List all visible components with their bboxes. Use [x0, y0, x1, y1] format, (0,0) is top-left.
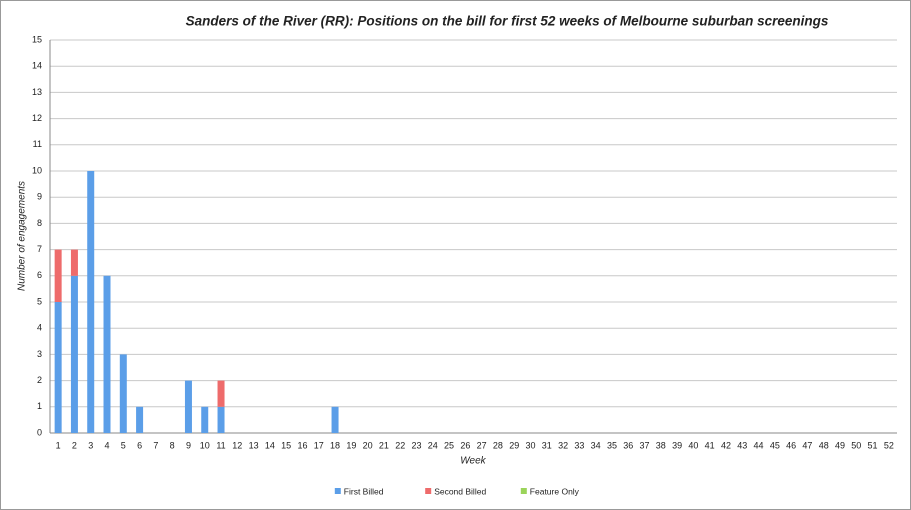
- x-tick-label: 50: [851, 440, 861, 450]
- x-tick-label: 3: [88, 440, 93, 450]
- x-tick-label: 43: [737, 440, 747, 450]
- x-tick-label: 34: [591, 440, 601, 450]
- legend-swatch: [520, 488, 527, 494]
- x-tick-label: 32: [558, 440, 568, 450]
- x-tick-label: 52: [884, 440, 894, 450]
- legend-swatch: [425, 488, 432, 494]
- bar-segment: [70, 249, 78, 276]
- y-tick-label: 4: [37, 323, 42, 333]
- chart-title: Sanders of the River (RR): Positions on …: [186, 14, 829, 29]
- x-tick-label: 44: [754, 440, 764, 450]
- x-tick-label: 7: [153, 440, 158, 450]
- bar-segment: [119, 354, 127, 433]
- x-tick-label: 16: [297, 440, 307, 450]
- x-tick-label: 38: [656, 440, 666, 450]
- legend: First Billed Second Billed Feature Only: [334, 486, 580, 496]
- bars: [54, 171, 339, 433]
- legend-label: Second Billed: [434, 486, 486, 496]
- y-tick-label: 13: [32, 87, 42, 97]
- x-tick-label: 11: [216, 440, 225, 450]
- x-tick-label: 22: [395, 440, 405, 450]
- x-tick-label: 27: [477, 440, 487, 450]
- y-axis-label: Number of engagements: [17, 181, 28, 291]
- x-tick-label: 28: [493, 440, 503, 450]
- y-tick-label: 6: [37, 270, 42, 280]
- x-tick-label: 18: [330, 440, 340, 450]
- x-tick-label: 24: [428, 440, 438, 450]
- y-tick-label: 10: [32, 165, 42, 175]
- y-tick-label: 1: [37, 401, 42, 411]
- bar-segment: [331, 406, 339, 433]
- x-tick-label: 25: [444, 440, 454, 450]
- y-tick-label: 8: [37, 218, 42, 228]
- x-tick-label: 1: [56, 440, 61, 450]
- legend-label: First Billed: [344, 486, 384, 496]
- x-tick-label: 36: [623, 440, 633, 450]
- x-tick-label: 26: [460, 440, 470, 450]
- bar-segment: [54, 302, 62, 433]
- x-tick-label: 23: [411, 440, 421, 450]
- x-tick-label: 13: [249, 440, 259, 450]
- x-tick-label: 46: [786, 440, 796, 450]
- bar-segment: [70, 275, 78, 433]
- bar-segment: [184, 380, 192, 433]
- x-tick-label: 48: [819, 440, 829, 450]
- y-tick-label: 9: [37, 192, 42, 202]
- x-tick-label: 31: [542, 440, 552, 450]
- x-tick-label: 33: [574, 440, 584, 450]
- x-tick-label: 12: [232, 440, 242, 450]
- x-tick-label: 49: [835, 440, 845, 450]
- x-tick-label: 2: [72, 440, 77, 450]
- x-tick-label: 15: [281, 440, 291, 450]
- y-tick-label: 2: [37, 375, 42, 385]
- x-tick-label: 10: [200, 440, 210, 450]
- y-tick-label: 5: [37, 296, 42, 306]
- legend-swatch: [334, 488, 341, 494]
- x-tick-label: 17: [314, 440, 324, 450]
- x-tick-label: 51: [868, 440, 878, 450]
- bar-segment: [87, 171, 95, 433]
- x-tick-label: 35: [607, 440, 617, 450]
- x-tick-label: 30: [526, 440, 536, 450]
- y-tick-label: 7: [37, 244, 42, 254]
- x-tick-label: 45: [770, 440, 780, 450]
- bar-segment: [217, 380, 225, 407]
- x-tick-label: 42: [721, 440, 731, 450]
- bar-segment: [217, 406, 225, 433]
- bar-segment: [136, 406, 144, 433]
- y-tick-label: 0: [37, 427, 42, 437]
- x-tick-label: 4: [105, 440, 110, 450]
- x-tick-label: 8: [170, 440, 175, 450]
- y-tick-label: 3: [37, 349, 42, 359]
- x-tick-label: 47: [802, 440, 812, 450]
- x-tick-label: 29: [509, 440, 519, 450]
- x-tick-label: 14: [265, 440, 275, 450]
- x-tick-label: 21: [379, 440, 389, 450]
- x-tick-label: 20: [363, 440, 373, 450]
- x-tick-label: 5: [121, 440, 126, 450]
- y-tick-label: 12: [32, 113, 42, 123]
- y-tick-label: 14: [32, 61, 42, 71]
- y-tick-label: 15: [32, 34, 42, 44]
- x-axis-label: Week: [460, 456, 486, 467]
- x-tick-label: 37: [640, 440, 650, 450]
- legend-label: Feature Only: [530, 486, 580, 496]
- bar-segment: [103, 275, 111, 433]
- x-tick-label: 40: [688, 440, 698, 450]
- x-tick-label: 9: [186, 440, 191, 450]
- x-tick-label: 39: [672, 440, 682, 450]
- bar-segment: [201, 406, 209, 433]
- x-tick-label: 19: [346, 440, 356, 450]
- bar-segment: [54, 249, 62, 302]
- y-tick-label: 11: [33, 139, 42, 149]
- x-tick-label: 41: [705, 440, 715, 450]
- x-tick-label: 6: [137, 440, 142, 450]
